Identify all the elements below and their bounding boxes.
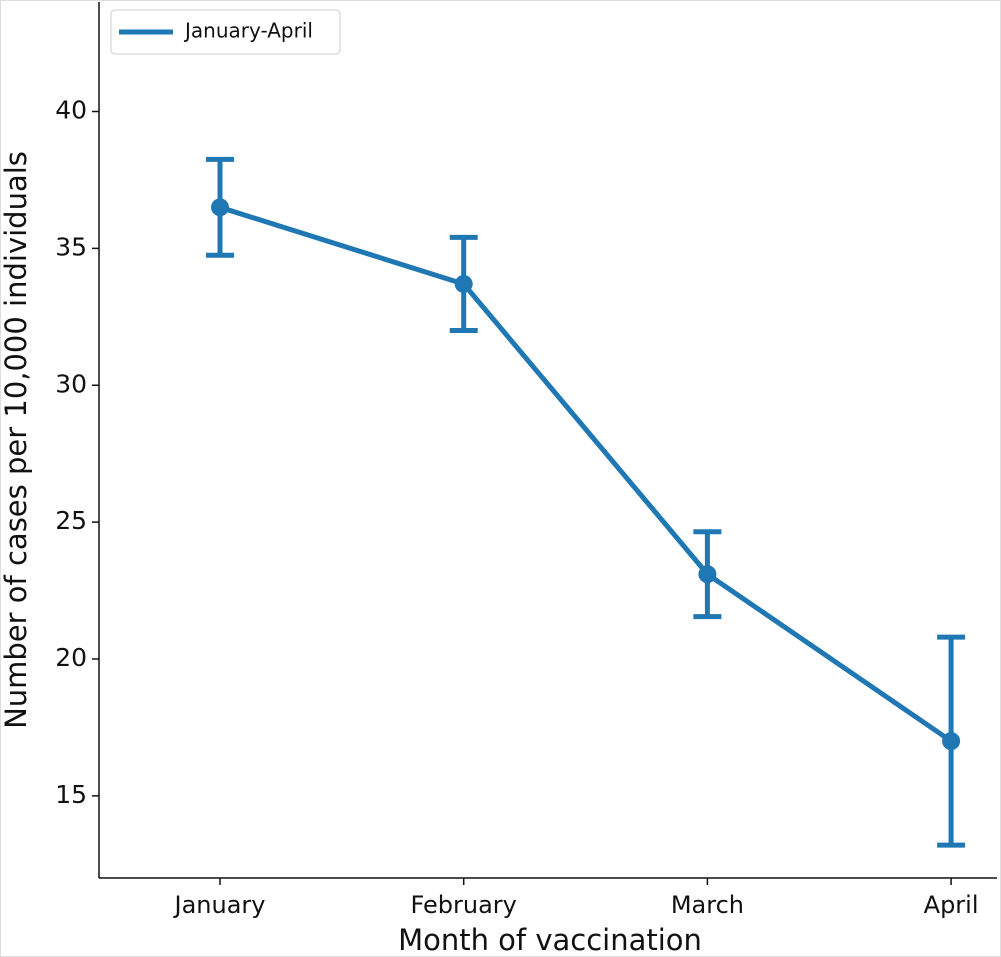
- x-tick-label: February: [411, 891, 517, 919]
- point: [942, 732, 961, 751]
- legend-label: January-April: [183, 19, 313, 43]
- x-axis-label: Month of vaccination: [398, 923, 702, 957]
- legend-box: [110, 9, 341, 55]
- y-tick-label: 40: [55, 96, 87, 125]
- y-tick-label: 30: [55, 369, 87, 398]
- y-tick-label: 35: [55, 232, 87, 261]
- x-tick-label: March: [671, 891, 744, 919]
- x-tick-label: April: [924, 891, 979, 919]
- y-tick-label: 15: [55, 780, 87, 809]
- point: [698, 565, 717, 584]
- point: [211, 198, 229, 217]
- y-axis-label: Number of cases per 10,000 individuals: [0, 151, 33, 729]
- y-tick-label: 25: [55, 506, 87, 535]
- point: [454, 274, 473, 293]
- series-line: [219, 204, 953, 744]
- x-tick-label: January: [173, 891, 266, 919]
- y-tick-label: 20: [55, 643, 87, 672]
